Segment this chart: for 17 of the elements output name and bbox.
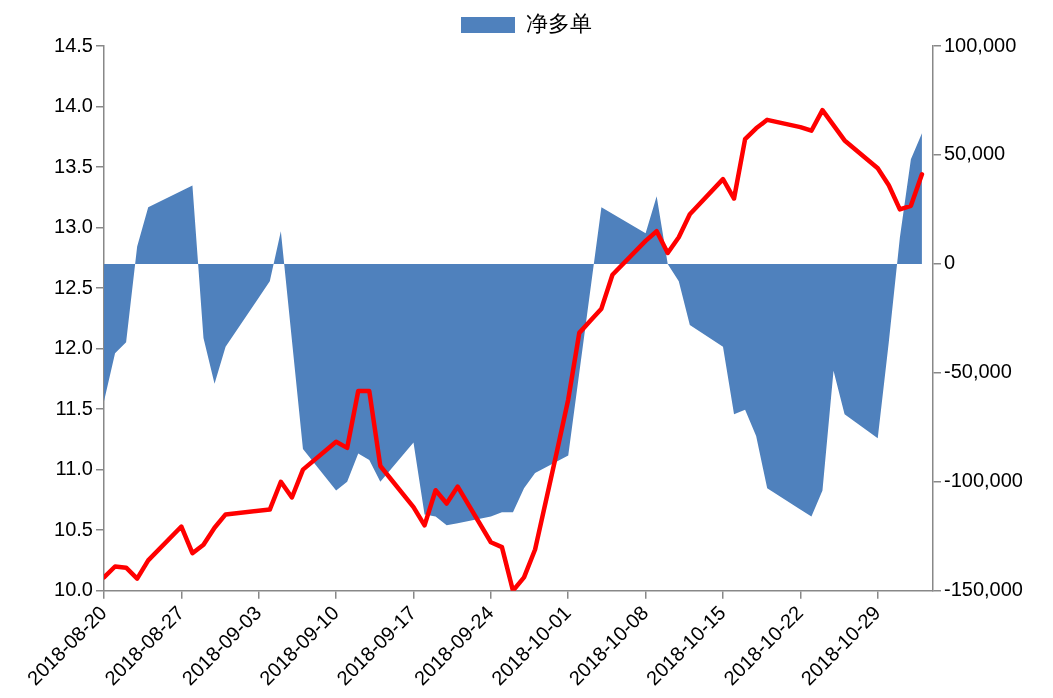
y2-tick-label: 100,000 [944,33,1017,56]
y2-tick-label: 50,000 [944,142,1006,165]
y2-tick-label: -100,000 [944,469,1023,492]
y-tick-label: 14.0 [54,94,93,117]
y-tick-label: 12.0 [54,336,93,359]
y-tick-label: 12.5 [54,275,93,298]
y-tick-label: 10.5 [54,517,93,540]
y-tick-label: 11.5 [55,396,93,419]
y-tick-label: 10.0 [54,578,93,601]
y-tick-label: 13.0 [54,215,93,238]
y2-tick-label: -150,000 [944,578,1023,601]
y-tick-label: 14.5 [54,33,93,56]
y-tick-label: 11.0 [55,457,93,480]
legend-label: 净多单 [526,11,592,37]
y2-tick-label: 0 [944,251,956,274]
y2-tick-label: -50,000 [944,360,1012,383]
y-tick-label: 13.5 [54,154,93,177]
